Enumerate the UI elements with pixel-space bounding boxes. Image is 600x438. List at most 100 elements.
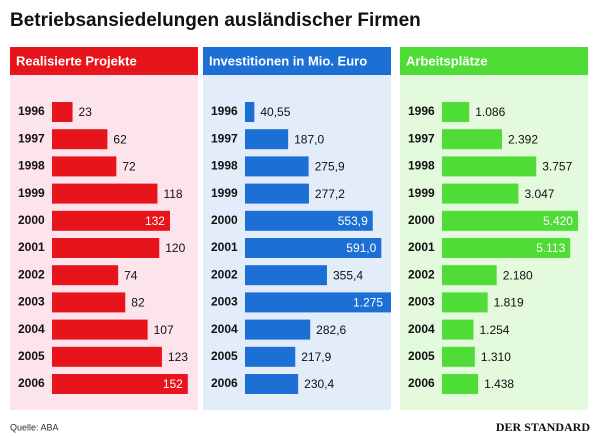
panel-title: Investitionen in Mio. Euro [209,53,367,68]
value-label: 1.438 [484,377,514,391]
category-label: 2001 [18,240,45,254]
category-label: 2003 [18,295,45,309]
value-label: 217,9 [301,350,331,364]
category-label: 1998 [211,159,238,173]
bar [52,156,117,177]
value-label: 591,0 [346,241,376,255]
bar [52,374,188,394]
bars [245,102,391,394]
value-label: 152 [163,377,183,391]
category-label: 2002 [18,267,45,281]
bar [442,156,537,177]
category-label: 2005 [18,349,45,363]
bar [52,102,73,122]
category-label: 1996 [18,104,45,118]
category-label: 1997 [211,131,238,145]
category-label: 2000 [211,213,238,227]
value-label: 187,0 [294,132,324,146]
value-label: 120 [165,241,185,255]
category-label: 1997 [18,131,45,145]
value-label: 107 [154,323,174,337]
category-label: 2005 [211,349,238,363]
category-label: 2005 [408,349,435,363]
value-label: 72 [122,160,136,174]
value-label: 275,9 [315,160,345,174]
value-label: 2.180 [503,268,533,282]
bar [245,129,289,150]
value-label: 74 [124,268,138,282]
bar [245,156,309,177]
panel-title: Realisierte Projekte [16,53,137,68]
bar [245,292,391,313]
value-label: 5.420 [543,214,573,228]
category-label: 2004 [18,322,45,336]
category-label: 1999 [18,186,45,200]
bar [245,183,309,204]
bar [245,319,311,340]
bar [442,292,488,313]
value-label: 3.047 [524,187,554,201]
value-label: 355,4 [333,268,363,282]
category-label: 2001 [408,240,435,254]
category-label: 2001 [211,240,238,254]
category-label: 1999 [211,186,238,200]
page-title: Betriebsansiedelungen ausländischer Firm… [10,10,421,31]
bar [442,102,470,122]
bar [52,319,148,340]
bar [52,129,108,150]
category-label: 2006 [408,376,435,390]
category-label: 2006 [18,376,45,390]
category-label: 2000 [408,213,435,227]
category-label: 2004 [408,322,435,336]
value-label: 3.757 [542,160,572,174]
value-label: 230,4 [304,377,334,391]
bar [245,346,296,367]
value-label: 553,9 [338,214,368,228]
category-label: 1996 [408,104,435,118]
bar [245,238,382,258]
panel-header [10,47,198,75]
value-label: 118 [163,187,182,201]
panel-title: Arbeitsplätze [406,53,488,68]
category-label: 1999 [408,186,435,200]
category-label: 2003 [211,295,238,309]
category-label: 1998 [18,159,45,173]
bars [442,102,578,394]
bar [442,238,571,258]
bar [245,374,299,394]
category-label: 2003 [408,295,435,309]
category-label: 2002 [211,267,238,281]
bar [442,374,479,394]
value-label: 123 [168,350,188,364]
bar [52,183,158,204]
value-label: 277,2 [315,187,345,201]
category-label: 1997 [408,131,435,145]
bars [52,102,188,394]
value-label: 132 [145,214,165,228]
value-label: 23 [79,105,93,119]
panel-header [203,47,391,75]
bar [52,210,170,231]
value-label: 1.086 [475,105,505,119]
bar [442,183,519,204]
value-label: 1.275 [353,296,383,310]
value-label: 1.254 [479,323,509,337]
category-label: 2002 [408,267,435,281]
bar [52,238,160,258]
bar [442,129,503,150]
value-label: 5.113 [536,241,565,255]
value-label: 1.819 [494,296,524,310]
bar [245,102,255,122]
value-label: 82 [131,296,145,310]
source: Quelle: ABA [10,422,59,432]
category-label: 1998 [408,159,435,173]
category-label: 2006 [211,376,238,390]
category-label: 1996 [211,104,238,118]
value-label: 62 [113,132,127,146]
category-label: 2004 [211,322,238,336]
bar [442,210,578,231]
value-label: 1.310 [481,350,511,364]
value-label: 40,55 [260,105,290,119]
bar [442,265,497,286]
